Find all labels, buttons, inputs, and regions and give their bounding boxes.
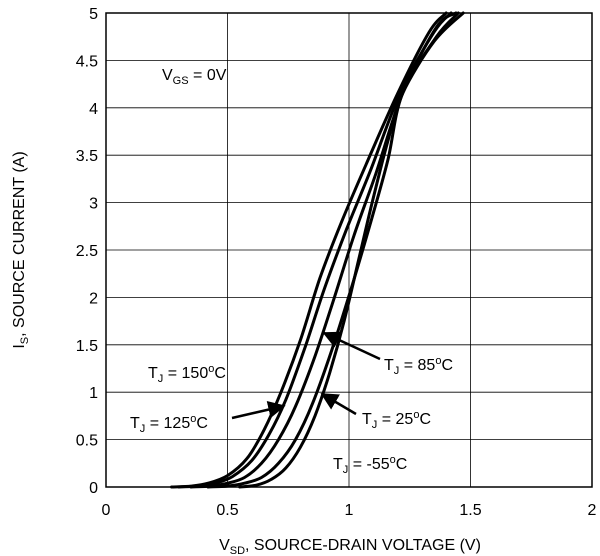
x-tick-label: 0: [102, 502, 111, 519]
arrows: [231, 331, 381, 420]
y-tick-label: 2: [89, 290, 98, 307]
curve-series-4: [238, 11, 465, 489]
y-tick-label: 3.5: [76, 148, 98, 165]
y-tick-label: 3: [89, 196, 98, 213]
curves: [170, 11, 465, 489]
arrow-tj-25: [320, 392, 357, 416]
y-tick-labels: 0 0.5 1 1.5 2 2.5 3 3.5 4 4.5 5: [76, 6, 98, 497]
y-tick-label: 2.5: [76, 243, 98, 260]
curve-series-1: [177, 11, 453, 489]
curve-series-0: [170, 11, 448, 489]
arrow-tj-85: [322, 331, 381, 361]
x-tick-labels: 0 0.5 1 1.5 2: [102, 502, 597, 519]
arrow-tj-125: [231, 401, 286, 420]
x-tick-label: 2: [588, 502, 597, 519]
y-axis-label: IS, SOURCE CURRENT (A): [11, 151, 31, 348]
tj-125-label: TJ = 125oC: [130, 413, 208, 435]
y-tick-label: 0: [89, 480, 98, 497]
y-tick-label: 1: [89, 385, 98, 402]
vgs-annotation: VGS = 0V: [162, 67, 227, 87]
y-tick-label: 4: [89, 101, 98, 118]
y-tick-label: 5: [89, 6, 98, 23]
x-tick-label: 1: [345, 502, 354, 519]
x-axis-label: VSD, SOURCE-DRAIN VOLTAGE (V): [219, 537, 481, 556]
y-tick-label: 4.5: [76, 53, 98, 70]
tj-minus55-label: TJ = -55oC: [333, 454, 407, 476]
y-tick-label: 0.5: [76, 433, 98, 450]
plot-frame: [105, 12, 593, 488]
tj-150-label: TJ = 150oC: [148, 363, 226, 385]
x-tick-label: 1.5: [459, 502, 481, 519]
y-tick-label: 1.5: [76, 338, 98, 355]
tj-85-label: TJ = 85oC: [384, 355, 453, 377]
x-tick-label: 0.5: [216, 502, 238, 519]
tj-25-label: TJ = 25oC: [362, 409, 431, 431]
